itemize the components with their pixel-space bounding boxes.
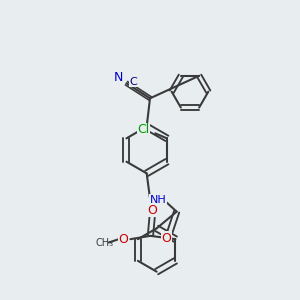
Text: O: O [162,232,172,245]
Text: O: O [147,204,157,217]
Text: N: N [114,71,123,84]
Text: CH₃: CH₃ [96,238,114,248]
Text: O: O [118,233,128,246]
Text: NH: NH [150,195,167,205]
Text: C: C [130,77,137,87]
Text: Cl: Cl [137,124,150,136]
